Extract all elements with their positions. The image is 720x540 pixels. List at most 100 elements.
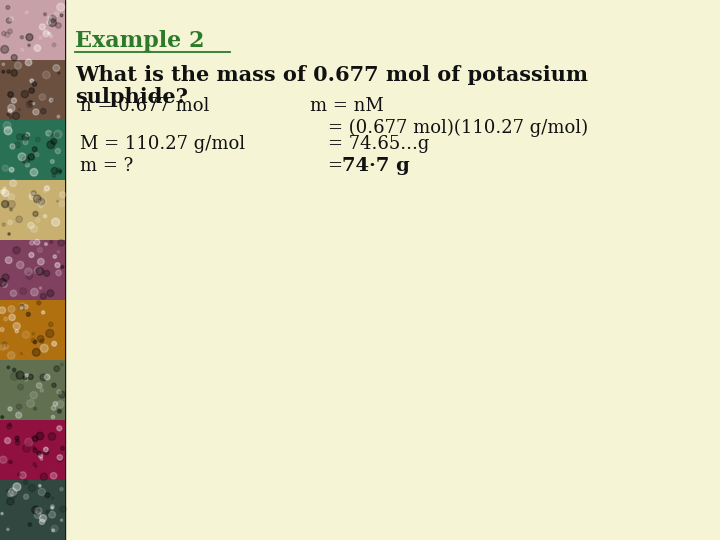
Bar [0,180,65,240]
Circle shape [57,456,63,462]
Circle shape [28,44,30,46]
Circle shape [9,17,13,21]
Text: = 74.65...g: = 74.65...g [328,135,429,153]
Circle shape [9,488,17,496]
Circle shape [52,341,57,346]
Circle shape [39,94,45,100]
Circle shape [35,508,42,514]
Circle shape [54,12,59,17]
Circle shape [40,24,45,30]
Circle shape [50,35,53,38]
Circle shape [0,328,4,332]
Bar [0,240,65,300]
Circle shape [24,268,32,275]
Circle shape [33,195,41,202]
Circle shape [45,374,50,380]
Circle shape [42,71,50,79]
Circle shape [24,494,29,499]
Circle shape [7,200,15,208]
Bar [0,420,65,480]
Circle shape [16,371,24,379]
Circle shape [6,489,11,494]
Circle shape [9,194,14,200]
Circle shape [1,31,6,36]
Text: What is the mass of 0.677 mol of potassium: What is the mass of 0.677 mol of potassi… [75,65,588,85]
Circle shape [35,465,37,468]
Circle shape [37,247,42,253]
Circle shape [8,104,15,112]
Circle shape [57,390,61,394]
Circle shape [22,134,29,140]
Bar [0,60,65,120]
Circle shape [45,492,50,498]
Circle shape [14,142,20,148]
Circle shape [26,100,33,107]
Circle shape [32,82,37,86]
Circle shape [44,450,49,455]
Circle shape [10,290,17,296]
Circle shape [43,215,47,218]
Circle shape [18,473,21,476]
Circle shape [40,457,43,460]
Circle shape [22,157,30,164]
Circle shape [2,63,4,65]
Text: M = 110.27 g/mol: M = 110.27 g/mol [80,135,245,153]
Circle shape [4,122,11,130]
Circle shape [7,70,10,73]
Circle shape [57,200,58,202]
Circle shape [40,515,47,522]
Circle shape [37,301,41,305]
Circle shape [23,140,28,145]
Text: n = 0.677 mol: n = 0.677 mol [80,97,210,115]
Circle shape [58,391,66,398]
Circle shape [52,529,55,531]
Circle shape [7,424,12,429]
Circle shape [51,406,56,410]
Circle shape [16,216,22,222]
Circle shape [24,305,28,309]
Circle shape [60,506,66,512]
Circle shape [46,510,50,514]
Circle shape [52,218,60,226]
Circle shape [18,153,26,160]
Circle shape [57,455,63,460]
Circle shape [4,345,9,349]
Bar [0,0,65,540]
Circle shape [37,201,41,204]
Circle shape [12,55,17,60]
Circle shape [24,480,28,484]
Circle shape [46,131,51,136]
Circle shape [40,339,44,343]
Circle shape [55,133,59,137]
Circle shape [12,98,17,103]
Circle shape [28,523,32,526]
Text: =: = [328,157,348,175]
Circle shape [50,472,57,479]
Circle shape [19,305,24,310]
Circle shape [19,472,26,478]
Circle shape [51,139,57,144]
Circle shape [53,255,56,258]
Circle shape [39,454,42,458]
Circle shape [45,242,48,245]
Circle shape [35,267,41,274]
Circle shape [4,127,12,134]
Circle shape [49,15,56,22]
Circle shape [50,505,54,508]
Circle shape [55,262,60,268]
Circle shape [51,167,58,174]
Circle shape [39,204,42,208]
Circle shape [50,98,53,102]
Circle shape [51,507,53,509]
Circle shape [44,447,48,452]
Text: m = ?: m = ? [80,157,133,175]
Circle shape [25,163,30,167]
Circle shape [33,340,37,344]
Circle shape [58,409,61,413]
Circle shape [35,153,39,157]
Circle shape [25,374,28,377]
Circle shape [45,186,50,191]
Circle shape [52,383,56,387]
Circle shape [30,168,37,176]
Circle shape [30,193,36,200]
